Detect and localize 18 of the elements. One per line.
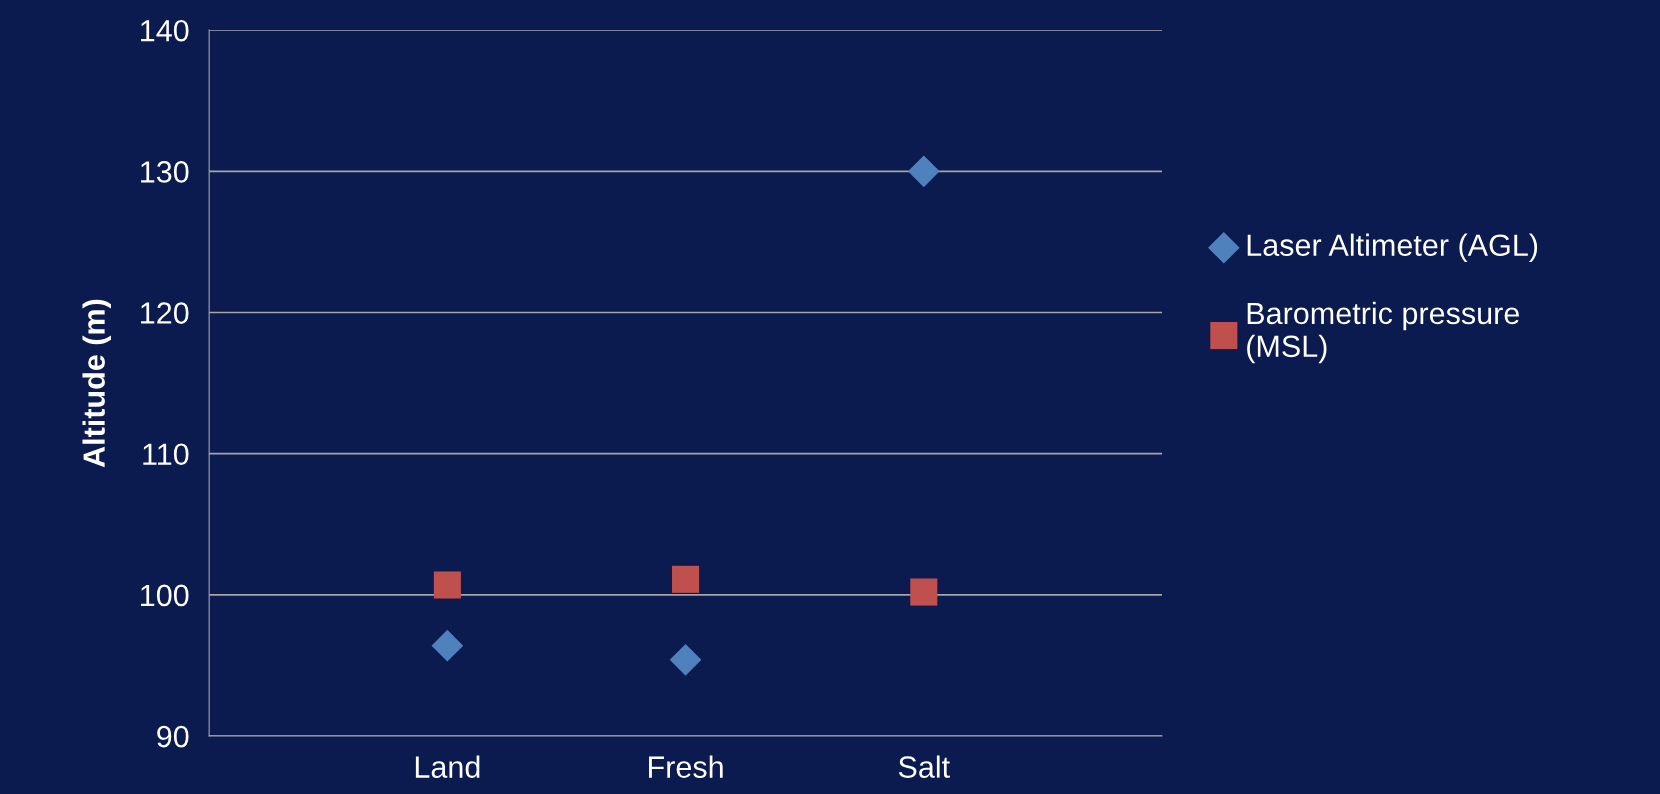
point (669, 643, 702, 676)
point (431, 629, 464, 662)
x-tick-label: Fresh (649, 755, 723, 778)
y-tick-label: 100 (141, 584, 189, 607)
point (910, 578, 938, 606)
y-tick-label: 90 (157, 725, 189, 748)
x-tick-label: Salt (898, 755, 950, 778)
point (433, 571, 461, 599)
x-tick-label: Land (415, 755, 480, 778)
y-tick-label: 130 (141, 161, 189, 183)
legend-label: Laser Altimeter (AGL) (1247, 233, 1538, 263)
legend-label: Barometric pressure (MSL) (1247, 301, 1519, 364)
point (907, 155, 940, 188)
y-axis-title: Altitude (m) (82, 299, 111, 468)
y-tick-label: 140 (141, 19, 189, 42)
y-tick-label: 110 (143, 443, 189, 466)
point (672, 565, 700, 593)
y-tick-label: 120 (141, 302, 189, 324)
